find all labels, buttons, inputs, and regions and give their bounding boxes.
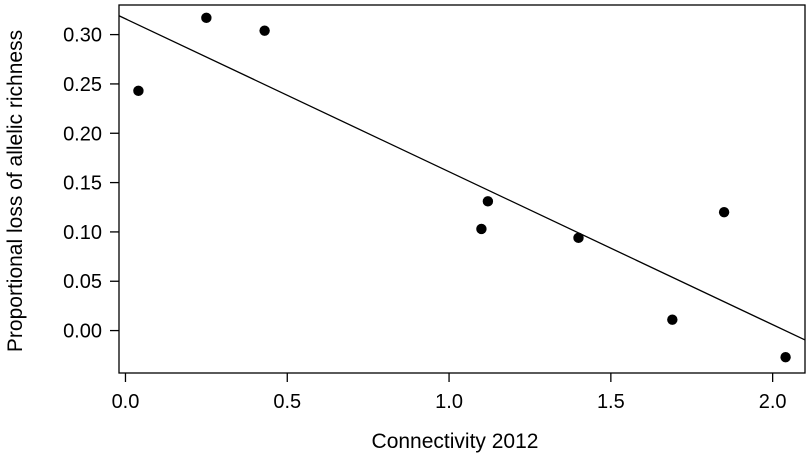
regression-line (118, 15, 806, 341)
plot-frame (118, 4, 806, 374)
y-tick-label: 0.30 (63, 25, 102, 47)
x-axis-title: Connectivity 2012 (372, 430, 539, 453)
data-points (133, 12, 791, 363)
y-axis: 0.00 0.05 0.10 0.15 0.20 0.25 0.30 (63, 25, 119, 343)
x-tick-label: 0.0 (112, 391, 140, 413)
data-point (201, 12, 212, 24)
y-tick-label: 0.25 (63, 74, 102, 96)
x-tick-label: 1.5 (597, 391, 625, 413)
x-tick-label: 1.0 (435, 391, 463, 413)
data-point (476, 223, 487, 235)
data-point (133, 85, 144, 97)
data-point (482, 196, 494, 207)
data-point (259, 25, 270, 36)
data-point (667, 314, 678, 325)
x-tick-label: 2.0 (759, 391, 787, 413)
y-tick-label: 0.00 (63, 321, 102, 343)
data-point (718, 206, 730, 218)
x-axis: 0.0 0.5 1.0 1.5 2.0 (112, 373, 787, 413)
y-axis-title: Proportional loss of allelic richness (4, 30, 27, 352)
y-tick-label: 0.15 (63, 173, 102, 195)
data-point (780, 352, 791, 363)
x-tick-label: 0.5 (273, 391, 301, 413)
y-tick-label: 0.20 (63, 123, 102, 145)
y-tick-label: 0.10 (63, 222, 102, 244)
data-point (573, 232, 584, 244)
y-tick-label: 0.05 (63, 271, 102, 293)
